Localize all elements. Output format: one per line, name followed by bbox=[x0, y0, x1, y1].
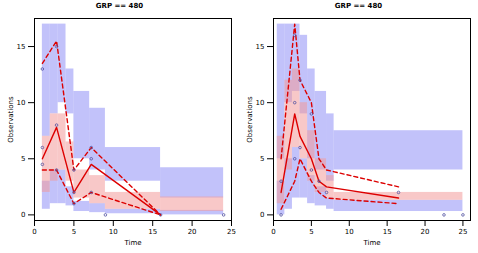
svg-text:10: 10 bbox=[17, 99, 26, 107]
svg-text:Time: Time bbox=[362, 239, 380, 247]
svg-text:5: 5 bbox=[21, 155, 25, 163]
svg-text:15: 15 bbox=[17, 43, 26, 51]
svg-text:0: 0 bbox=[260, 211, 264, 219]
svg-text:25: 25 bbox=[227, 228, 236, 236]
svg-text:20: 20 bbox=[421, 228, 430, 236]
svg-text:5: 5 bbox=[260, 155, 264, 163]
svg-text:15: 15 bbox=[383, 228, 392, 236]
html-text:GRP == 480: GRP == 480 bbox=[95, 2, 144, 10]
svg-text:0: 0 bbox=[32, 228, 36, 236]
svg-text:Observations: Observations bbox=[7, 96, 15, 143]
svg-text:20: 20 bbox=[188, 228, 197, 236]
svg-text:Time: Time bbox=[123, 239, 141, 247]
svg-text:0: 0 bbox=[271, 228, 275, 236]
svg-text:25: 25 bbox=[458, 228, 467, 236]
svg-text:5: 5 bbox=[72, 228, 76, 236]
svg-text:5: 5 bbox=[309, 228, 313, 236]
svg-text:10: 10 bbox=[109, 228, 118, 236]
svg-text:15: 15 bbox=[148, 228, 157, 236]
html-text:GRP == 480: GRP == 480 bbox=[334, 2, 383, 10]
svg-text:Observations: Observations bbox=[246, 96, 254, 143]
svg-text:10: 10 bbox=[256, 99, 265, 107]
svg-text:15: 15 bbox=[256, 43, 265, 51]
svg-text:10: 10 bbox=[345, 228, 354, 236]
svg-text:0: 0 bbox=[21, 211, 25, 219]
